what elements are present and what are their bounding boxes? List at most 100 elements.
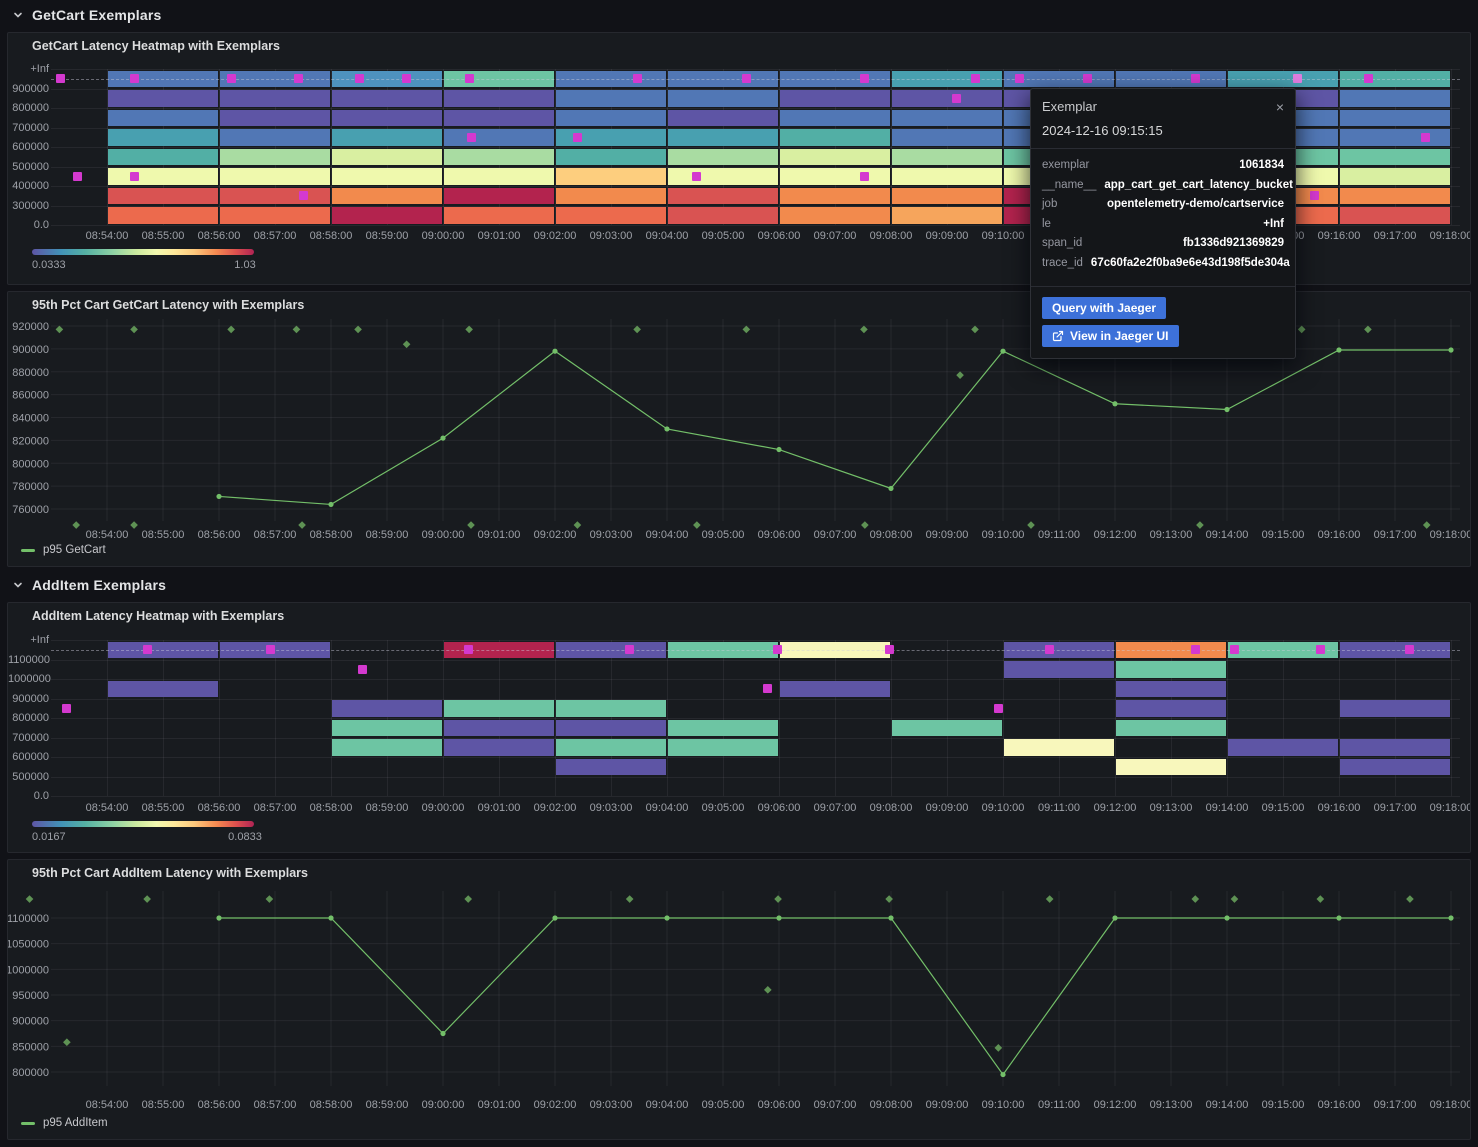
exemplar-diamond[interactable] (860, 325, 868, 334)
exemplar-marker[interactable] (463, 645, 473, 655)
data-point (328, 915, 334, 921)
exemplar-marker-selected[interactable] (1292, 74, 1302, 84)
exemplar-diamond[interactable] (1316, 895, 1325, 903)
exemplar-marker[interactable] (464, 74, 474, 84)
exemplar-marker[interactable] (860, 74, 870, 84)
exemplar-marker[interactable] (226, 74, 236, 84)
exemplar-marker[interactable] (1015, 74, 1025, 84)
heatmap-cell (668, 148, 778, 165)
exemplar-diamond[interactable] (354, 325, 362, 334)
exemplar-diamond[interactable] (1364, 325, 1372, 334)
exemplar-diamond[interactable] (1230, 895, 1239, 903)
data-point (440, 435, 446, 441)
exemplar-diamond[interactable] (633, 325, 641, 334)
exemplar-marker[interactable] (772, 645, 782, 655)
exemplar-marker[interactable] (860, 171, 870, 181)
exemplar-diamond[interactable] (1422, 521, 1431, 529)
exemplar-diamond[interactable] (292, 325, 301, 334)
exemplar-diamond[interactable] (763, 986, 772, 994)
heatmap-cell (1116, 719, 1226, 736)
exemplar-diamond[interactable] (465, 325, 473, 334)
exemplar-marker[interactable] (632, 74, 642, 84)
close-icon[interactable]: × (1275, 98, 1284, 115)
exemplar-diamond[interactable] (1045, 895, 1054, 903)
exemplar-marker[interactable] (402, 74, 412, 84)
section-header-additem[interactable]: AddItem Exemplars (0, 570, 1478, 600)
exemplar-marker[interactable] (625, 645, 635, 655)
exemplar-marker[interactable] (129, 171, 139, 181)
chevron-down-icon[interactable] (13, 10, 23, 20)
exemplar-marker[interactable] (993, 703, 1003, 713)
exemplar-marker[interactable] (1405, 645, 1415, 655)
exemplar-marker[interactable] (1421, 132, 1431, 142)
legend-item-p95-getcart[interactable]: p95 GetCart (21, 544, 106, 556)
heatmap-cell (332, 109, 442, 126)
panel-title: 95th Pct Cart GetCart Latency with Exemp… (32, 298, 305, 312)
exemplar-diamond[interactable] (298, 521, 306, 529)
exemplar-diamond[interactable] (971, 325, 979, 334)
exemplar-marker[interactable] (1190, 645, 1200, 655)
exemplar-diamond[interactable] (25, 895, 34, 903)
query-with-jaeger-button[interactable]: Query with Jaeger (1042, 297, 1167, 319)
exemplar-diamond[interactable] (402, 340, 411, 349)
exemplar-diamond[interactable] (130, 325, 138, 334)
exemplar-marker[interactable] (55, 74, 65, 84)
exemplar-marker[interactable] (1190, 74, 1200, 84)
exemplar-marker[interactable] (692, 171, 702, 181)
exemplar-marker[interactable] (763, 684, 773, 694)
exemplar-diamond[interactable] (573, 521, 582, 529)
exemplar-diamond[interactable] (55, 325, 64, 334)
exemplar-diamond[interactable] (227, 325, 235, 334)
exemplar-diamond[interactable] (143, 895, 151, 903)
exemplar-marker[interactable] (1082, 74, 1092, 84)
exemplar-diamond[interactable] (885, 895, 893, 903)
exemplar-diamond[interactable] (994, 1044, 1003, 1052)
exemplar-diamond[interactable] (1027, 521, 1035, 529)
exemplar-marker[interactable] (1229, 645, 1239, 655)
section-header-getcart[interactable]: GetCart Exemplars (0, 0, 1478, 30)
exemplar-marker[interactable] (1364, 74, 1374, 84)
legend-item-p95-additem[interactable]: p95 AddItem (21, 1117, 108, 1129)
exemplar-marker[interactable] (741, 74, 751, 84)
exemplar-marker[interactable] (970, 74, 980, 84)
exemplar-marker[interactable] (142, 645, 152, 655)
exemplar-diamond[interactable] (742, 325, 751, 334)
exemplar-diamond[interactable] (72, 521, 81, 529)
exemplar-marker[interactable] (466, 132, 476, 142)
chevron-down-icon[interactable] (13, 580, 23, 590)
exemplar-diamond[interactable] (265, 895, 274, 903)
x-axis-label: 09:17:00 (1373, 802, 1417, 814)
exemplar-marker[interactable] (62, 703, 72, 713)
exemplar-diamond[interactable] (774, 895, 782, 903)
exemplar-marker[interactable] (265, 645, 275, 655)
exemplar-marker[interactable] (951, 93, 961, 103)
exemplar-diamond[interactable] (625, 895, 634, 903)
gridline (1115, 640, 1116, 796)
exemplar-diamond[interactable] (63, 1038, 71, 1047)
exemplar-marker[interactable] (1045, 645, 1055, 655)
exemplar-marker[interactable] (293, 74, 303, 84)
exemplar-diamond[interactable] (467, 521, 475, 529)
exemplar-diamond[interactable] (1191, 895, 1200, 903)
exemplar-diamond[interactable] (956, 371, 964, 380)
field-label: span_id (1042, 237, 1083, 249)
exemplar-marker[interactable] (129, 74, 139, 84)
exemplar-diamond[interactable] (1297, 325, 1306, 334)
exemplar-marker[interactable] (358, 664, 368, 674)
exemplar-marker[interactable] (72, 171, 82, 181)
exemplar-diamond[interactable] (693, 521, 701, 529)
exemplar-diamond[interactable] (1196, 521, 1204, 529)
exemplar-marker[interactable] (884, 645, 894, 655)
heatmap-cell (332, 187, 442, 204)
exemplar-diamond[interactable] (1406, 895, 1414, 903)
exemplar-diamond[interactable] (861, 521, 869, 529)
exemplar-marker[interactable] (1310, 191, 1320, 201)
exemplar-marker[interactable] (354, 74, 364, 84)
exemplar-marker[interactable] (572, 132, 582, 142)
exemplar-diamond[interactable] (464, 895, 473, 903)
exemplar-marker[interactable] (298, 191, 308, 201)
field-label: trace_id (1042, 256, 1083, 269)
exemplar-diamond[interactable] (130, 521, 138, 529)
exemplar-marker[interactable] (1315, 645, 1325, 655)
view-in-jaeger-ui-button[interactable]: View in Jaeger UI (1042, 325, 1179, 347)
